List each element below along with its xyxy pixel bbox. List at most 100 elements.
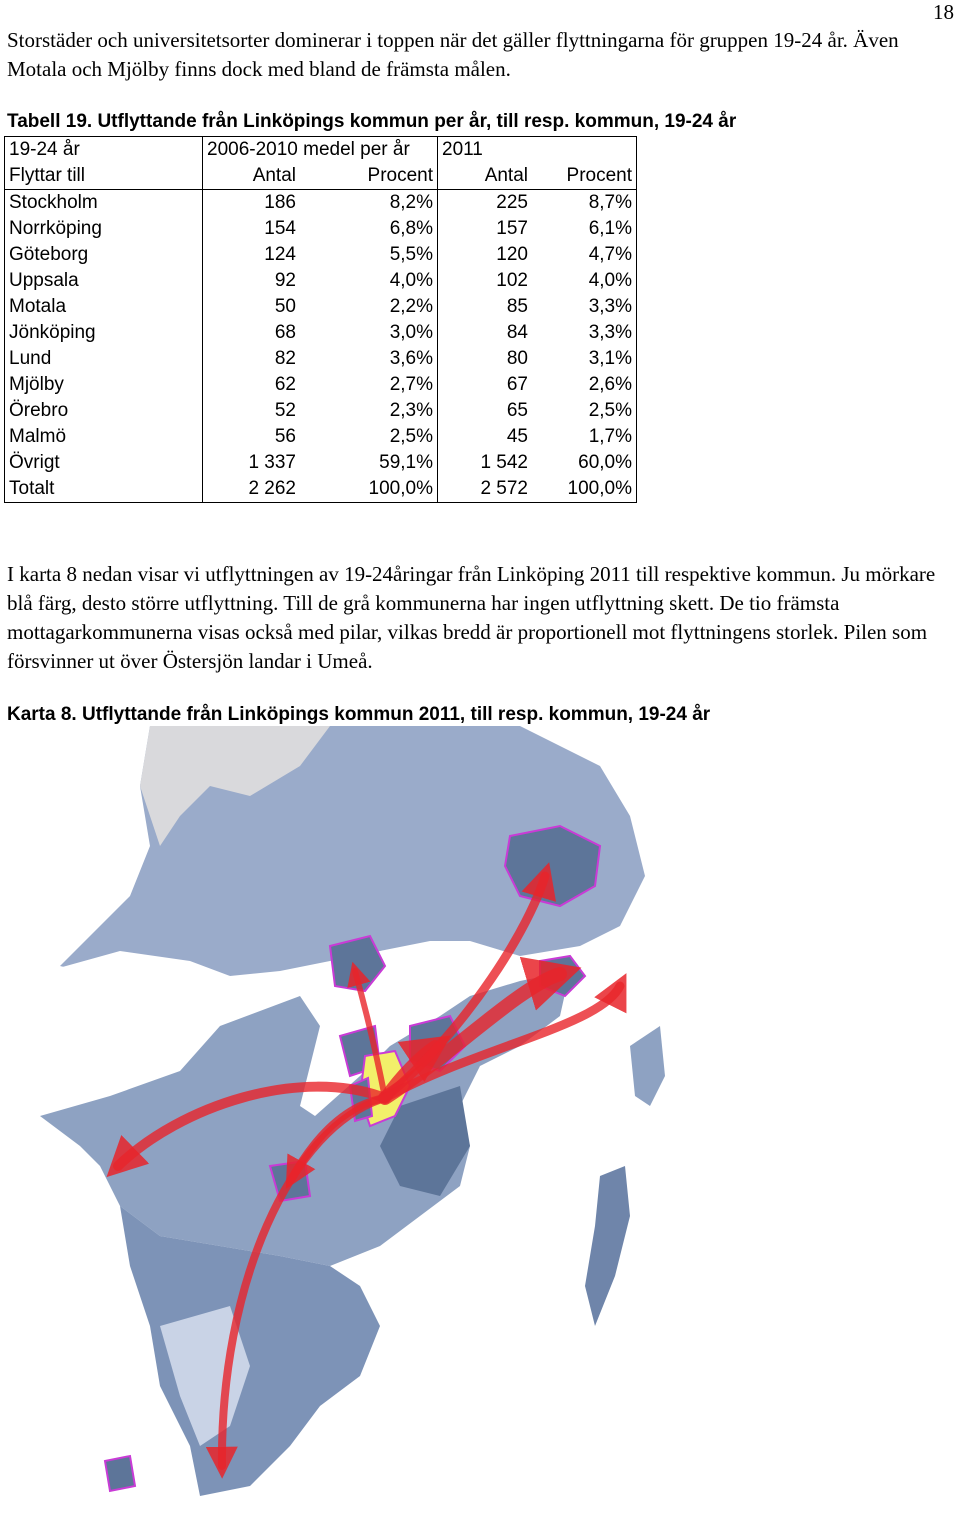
- table-row: Uppsala 92 4,0% 102 4,0%: [4, 268, 637, 294]
- dark-east-area: [380, 1086, 470, 1196]
- value-cell: 1 337: [248, 452, 296, 473]
- value-cell: 1,7%: [532, 424, 637, 450]
- destination-cell: Övrigt: [4, 450, 203, 476]
- table-row: Totalt 2 262 100,0% 2 572 100,0%: [4, 476, 637, 503]
- value-cell: 8,2%: [389, 192, 433, 213]
- table-row: Övrigt 1 337 59,1% 1 542 60,0%: [4, 450, 637, 476]
- value-cell: 2,2%: [389, 296, 433, 317]
- value-cell: 3,1%: [532, 346, 637, 372]
- value-cell: 82: [274, 348, 296, 369]
- oland-island: [585, 1166, 630, 1326]
- intro-paragraph: Storstäder och universitetsorter dominer…: [7, 28, 899, 81]
- value-cell: 84: [437, 320, 532, 346]
- value-cell: 2,7%: [389, 374, 433, 395]
- goteborg-outline: [103, 1454, 137, 1493]
- value-cell: 4,7%: [532, 242, 637, 268]
- value-cell: 65: [437, 398, 532, 424]
- south-region: [120, 1206, 380, 1496]
- destination-cell: Stockholm: [4, 189, 203, 216]
- header-count: Antal: [202, 163, 300, 190]
- destination-cell: Malmö: [4, 424, 203, 450]
- value-cell: 154: [264, 218, 296, 239]
- table-subheader-row: Flyttar till Antal Procent Antal Procent: [4, 163, 637, 190]
- value-cell: 100,0%: [300, 476, 438, 503]
- table-row: Mjölby 62 2,7% 67 2,6%: [4, 372, 637, 398]
- table-row: Lund 82 3,6% 80 3,1%: [4, 346, 637, 372]
- destination-cell: Örebro: [4, 398, 203, 424]
- header-period-label: 2006-2010 medel per år: [202, 136, 438, 163]
- arrow-malmo-lund: [205, 1094, 389, 1479]
- value-cell: 6,1%: [532, 216, 637, 242]
- value-cell: 225: [437, 189, 532, 216]
- value-cell: 50: [274, 296, 296, 317]
- arrow-goteborg: [106, 1081, 390, 1178]
- value-cell: 6,8%: [389, 218, 433, 239]
- table-row: Malmö 56 2,5% 45 1,7%: [4, 424, 637, 450]
- header-count: Antal: [437, 163, 532, 190]
- map-caption: Karta 8. Utflyttande från Linköpings kom…: [7, 704, 711, 725]
- destination-cell: Totalt: [4, 476, 203, 503]
- arrow-orebro: [347, 961, 388, 1101]
- map-description: I karta 8 nedan visar vi utflyttningen a…: [7, 562, 936, 673]
- gotland-island: [630, 1026, 665, 1106]
- value-cell: 85: [437, 294, 532, 320]
- destination-cell: Lund: [4, 346, 203, 372]
- value-cell: 52: [274, 400, 296, 421]
- table-row: Norrköping 154 6,8% 157 6,1%: [4, 216, 637, 242]
- destination-cell: Uppsala: [4, 268, 203, 294]
- vanern-lake: [25, 951, 250, 1116]
- value-cell: 59,1%: [379, 452, 433, 473]
- value-cell: 2,5%: [389, 426, 433, 447]
- municipality-map: [25, 726, 665, 1496]
- header-year-label: 2011: [437, 136, 637, 163]
- arrow-umea: [380, 973, 627, 1103]
- value-cell: 67: [437, 372, 532, 398]
- value-cell: 45: [437, 424, 532, 450]
- table-row: Stockholm 186 8,2% 225 8,7%: [4, 189, 637, 216]
- header-percent: Procent: [532, 163, 637, 190]
- value-cell: 2 262: [202, 476, 300, 503]
- value-cell: 3,0%: [389, 322, 433, 343]
- value-cell: 4,0%: [389, 270, 433, 291]
- value-cell: 92: [274, 270, 296, 291]
- value-cell: 8,7%: [532, 189, 637, 216]
- value-cell: 2 572: [437, 476, 532, 503]
- table-row: Örebro 52 2,3% 65 2,5%: [4, 398, 637, 424]
- header-destination: Flyttar till: [4, 163, 203, 190]
- value-cell: 4,0%: [532, 268, 637, 294]
- value-cell: 2,6%: [532, 372, 637, 398]
- table-row: Jönköping 68 3,0% 84 3,3%: [4, 320, 637, 346]
- value-cell: 56: [274, 426, 296, 447]
- header-percent: Procent: [300, 163, 438, 190]
- value-cell: 1 542: [437, 450, 532, 476]
- value-cell: 120: [437, 242, 532, 268]
- value-cell: 2,3%: [389, 400, 433, 421]
- destination-cell: Göteborg: [4, 242, 203, 268]
- value-cell: 3,6%: [389, 348, 433, 369]
- value-cell: 100,0%: [532, 476, 637, 503]
- value-cell: 102: [437, 268, 532, 294]
- destination-cell: Motala: [4, 294, 203, 320]
- value-cell: 60,0%: [532, 450, 637, 476]
- page-number: 18: [933, 0, 954, 24]
- grey-north-area: [140, 726, 330, 846]
- value-cell: 5,5%: [389, 244, 433, 265]
- destination-cell: Jönköping: [4, 320, 203, 346]
- migration-arrows: [106, 862, 627, 1479]
- value-cell: 2,5%: [532, 398, 637, 424]
- value-cell: 3,3%: [532, 294, 637, 320]
- arrow-uppsala: [380, 862, 557, 1103]
- table-row: Göteborg 124 5,5% 120 4,7%: [4, 242, 637, 268]
- destination-cell: Norrköping: [4, 216, 203, 242]
- table-caption: Tabell 19. Utflyttande från Linköpings k…: [7, 111, 737, 132]
- table-header-row: 19-24 år 2006-2010 medel per år 2011: [4, 136, 637, 163]
- value-cell: 62: [274, 374, 296, 395]
- value-cell: 124: [264, 244, 296, 265]
- value-cell: 3,3%: [532, 320, 637, 346]
- header-group-label: 19-24 år: [4, 136, 203, 163]
- destination-cell: Mjölby: [4, 372, 203, 398]
- value-cell: 80: [437, 346, 532, 372]
- migration-table: 19-24 år 2006-2010 medel per år 2011 Fly…: [4, 136, 637, 503]
- value-cell: 157: [437, 216, 532, 242]
- value-cell: 68: [274, 322, 296, 343]
